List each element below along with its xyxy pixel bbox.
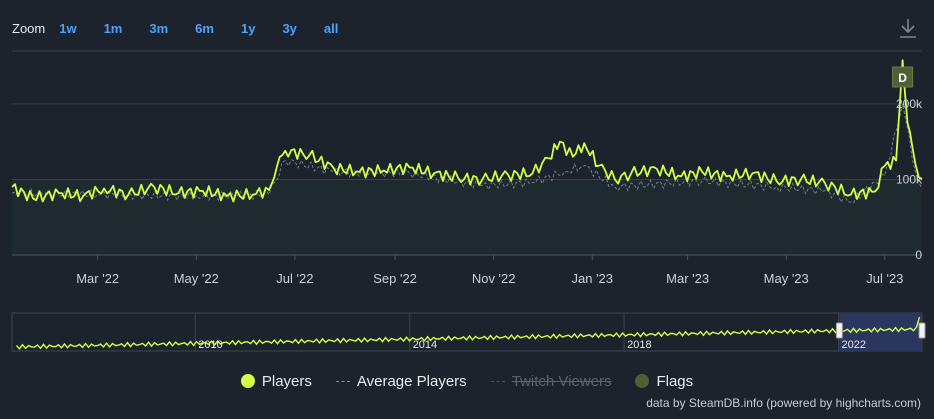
zoom-6m-button[interactable]: 6m (195, 20, 214, 36)
x-tick-label: May '22 (174, 271, 219, 286)
x-tick-label: May '23 (764, 271, 809, 286)
navigator-players-line (15, 316, 921, 350)
navigator[interactable]: 2010 2014 2018 2022 (11, 312, 926, 352)
navigator-tick-label: 2022 (841, 339, 865, 351)
y-axis: 0 100k 200k (896, 97, 923, 262)
x-tick-label: Mar '22 (76, 271, 119, 286)
y-tick-label: 0 (915, 248, 922, 262)
players-line (11, 59, 923, 203)
navigator-tick-label: 2018 (627, 339, 651, 351)
x-tick-label: Jul '23 (866, 271, 903, 286)
plot-lower-band (12, 179, 922, 255)
navigator-tick-label: 2014 (413, 339, 437, 351)
legend-label-flags: Flags (656, 372, 694, 390)
legend-item-flags[interactable]: Flags (635, 373, 693, 390)
x-tick-label: Jan '23 (572, 271, 614, 286)
download-icon[interactable] (898, 17, 918, 39)
x-tick-label: Mar '23 (666, 271, 709, 286)
navigator-left-handle[interactable] (835, 322, 843, 339)
plot-series (11, 59, 923, 204)
y-tick-label: 100k (896, 172, 923, 186)
flag-marker-icon (635, 374, 650, 388)
zoom-1m-button[interactable]: 1m (103, 20, 123, 36)
zoom-selector: Zoom 1w 1m 3m 6m 1y 3y all (12, 18, 365, 38)
plot-grid (12, 50, 922, 256)
zoom-3y-button[interactable]: 3y (282, 20, 297, 36)
players-marker-icon (240, 374, 255, 388)
flag-marker (892, 66, 914, 88)
y-tick-label: 200k (896, 97, 923, 111)
legend: Players Average Players Twitch Viewers F… (0, 370, 934, 392)
navigator-tick-label: 2010 (198, 339, 222, 351)
legend-item-players[interactable]: Players (240, 372, 312, 390)
legend-item-average[interactable]: Average Players (335, 372, 467, 390)
average-dash-icon (335, 380, 350, 382)
twitch-dash-icon (490, 380, 505, 382)
x-tick-label: Nov '22 (472, 271, 516, 286)
legend-item-twitch[interactable]: Twitch Viewers (490, 372, 612, 390)
navigator-selection (839, 313, 922, 351)
x-tick-label: Jul '22 (276, 271, 313, 286)
x-tick-label: Sep '22 (373, 271, 417, 286)
legend-label-average: Average Players (356, 372, 467, 390)
zoom-label: Zoom (12, 20, 46, 36)
flag-label: D (898, 71, 907, 85)
navigator-right-handle[interactable] (918, 322, 926, 339)
zoom-3m-button[interactable]: 3m (149, 20, 169, 36)
legend-label-twitch: Twitch Viewers (511, 372, 612, 390)
zoom-all-button[interactable]: all (323, 20, 339, 36)
flag-group[interactable]: D (892, 66, 914, 88)
zoom-1w-button[interactable]: 1w (59, 20, 77, 36)
zoom-1y-button[interactable]: 1y (240, 20, 256, 36)
average-players-line (11, 103, 923, 204)
x-axis: Mar '22 May '22 Jul '22 Sep '22 Nov '22 Jan '… (76, 255, 903, 286)
credits[interactable]: data by SteamDB.info (powered by highcha… (646, 396, 921, 410)
legend-label-players: Players (261, 372, 312, 390)
